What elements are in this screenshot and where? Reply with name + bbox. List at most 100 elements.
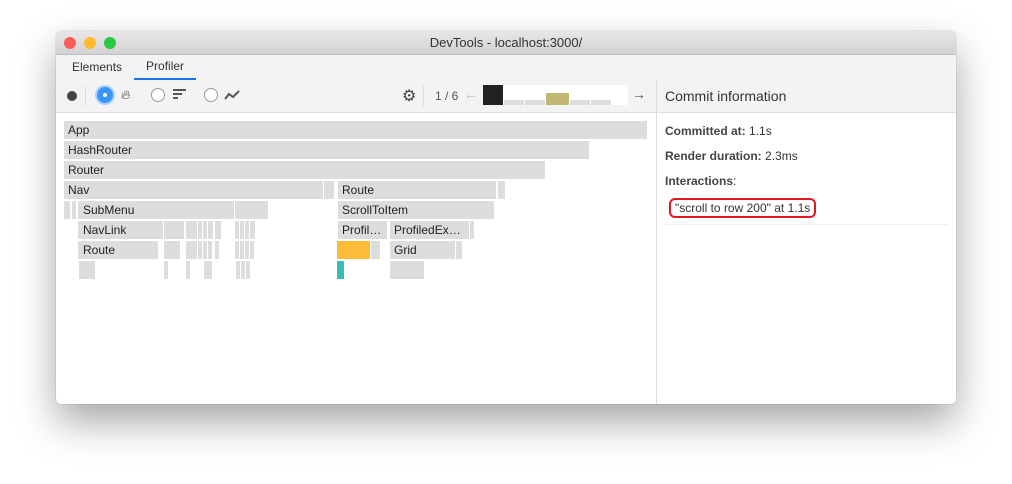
- flame-bar[interactable]: [470, 221, 474, 239]
- flame-bar[interactable]: [164, 221, 184, 239]
- flame-bar[interactable]: [198, 221, 202, 239]
- flame-bar[interactable]: [235, 241, 239, 259]
- flame-bar[interactable]: [393, 261, 397, 279]
- flame-bar[interactable]: [337, 261, 341, 279]
- interactions-chart-icon[interactable]: [224, 89, 240, 101]
- flame-bar[interactable]: [72, 201, 76, 219]
- interactions-radio[interactable]: [204, 88, 218, 102]
- flame-bar[interactable]: [164, 241, 180, 259]
- flame-bar[interactable]: [198, 241, 202, 259]
- flame-bar[interactable]: [208, 261, 212, 279]
- interaction-item[interactable]: "scroll to row 200" at 1.1s: [669, 198, 817, 218]
- flame-bar[interactable]: [420, 261, 424, 279]
- flame-bar[interactable]: [204, 261, 208, 279]
- minimize-button[interactable]: [84, 37, 96, 49]
- flame-bar-route[interactable]: Route: [338, 181, 496, 199]
- commit-bar[interactable]: [504, 100, 524, 105]
- flame-bar[interactable]: [501, 181, 505, 199]
- flame-bar[interactable]: [330, 181, 334, 199]
- flame-bar[interactable]: [404, 261, 408, 279]
- flame-bar[interactable]: [416, 261, 420, 279]
- flame-bar[interactable]: [241, 261, 245, 279]
- flame-bar[interactable]: [240, 221, 244, 239]
- flame-bar[interactable]: [203, 241, 207, 259]
- commit-bar[interactable]: [570, 100, 590, 105]
- flame-bar[interactable]: [215, 221, 221, 239]
- flame-graph: App HashRouter Router Nav Route SubMenu …: [56, 113, 656, 403]
- render-duration: Render duration: 2.3ms: [665, 149, 798, 163]
- flame-bar[interactable]: [79, 261, 95, 279]
- flame-bar[interactable]: [240, 241, 244, 259]
- flame-bar[interactable]: [390, 261, 394, 279]
- flame-bar[interactable]: [324, 181, 328, 199]
- flame-bar[interactable]: [215, 241, 219, 259]
- flame-bar[interactable]: [498, 181, 502, 199]
- divider: [85, 86, 86, 106]
- flame-bar[interactable]: [340, 261, 344, 279]
- flame-bar[interactable]: [245, 241, 249, 259]
- flame-bar[interactable]: [186, 261, 190, 279]
- flame-bar[interactable]: [186, 241, 197, 259]
- flame-bar[interactable]: [208, 241, 212, 259]
- flame-bar-profiledex[interactable]: ProfiledEx…: [390, 221, 469, 239]
- profiler-toolbar: 🔥︎ ⚙ 1 / 6 ← →: [56, 80, 656, 113]
- flame-bar[interactable]: [245, 221, 249, 239]
- gear-icon[interactable]: ⚙: [402, 88, 417, 105]
- flame-bar[interactable]: [250, 221, 255, 239]
- record-icon[interactable]: [67, 91, 77, 101]
- flame-chart-radio[interactable]: [97, 87, 113, 103]
- flame-bar-app[interactable]: App: [64, 121, 647, 139]
- flame-bar[interactable]: [250, 241, 254, 259]
- flame-bar[interactable]: [327, 181, 331, 199]
- flame-bar-router[interactable]: Router: [64, 161, 545, 179]
- flame-bar-nav[interactable]: Nav: [64, 181, 323, 199]
- ranked-chart-radio[interactable]: [151, 88, 165, 102]
- divider: [423, 86, 424, 106]
- committed-at: Committed at: 1.1s: [665, 124, 772, 138]
- flame-bar[interactable]: [235, 201, 268, 219]
- commit-selector[interactable]: [483, 85, 628, 105]
- flame-bar-hashrouter[interactable]: HashRouter: [64, 141, 589, 159]
- close-button[interactable]: [64, 37, 76, 49]
- flame-bar[interactable]: [246, 261, 250, 279]
- flame-bar[interactable]: [412, 261, 416, 279]
- flame-bar-highlighted[interactable]: [337, 241, 370, 259]
- flame-bar[interactable]: [456, 241, 462, 259]
- flame-chart-icon[interactable]: 🔥︎: [121, 87, 131, 102]
- flame-bar[interactable]: [235, 221, 239, 239]
- commit-info-panel: Commit information Committed at: 1.1s Re…: [657, 80, 956, 404]
- flame-bar[interactable]: [396, 261, 400, 279]
- flame-bar[interactable]: [64, 201, 70, 219]
- maximize-button[interactable]: [104, 37, 116, 49]
- tab-bar: Elements Profiler: [56, 55, 956, 81]
- commit-info-header: Commit information: [657, 80, 956, 113]
- flame-bar[interactable]: [400, 261, 404, 279]
- flame-bar-navlink[interactable]: NavLink: [78, 221, 163, 239]
- tab-elements[interactable]: Elements: [72, 60, 123, 74]
- flame-bar-grid[interactable]: Grid: [390, 241, 455, 259]
- flame-bar[interactable]: [371, 241, 380, 259]
- flame-bar-scrolltoitem[interactable]: ScrollToItem: [338, 201, 494, 219]
- flame-bar[interactable]: [186, 221, 197, 239]
- flame-bar-submenu[interactable]: SubMenu: [78, 201, 234, 219]
- commit-counter: 1 / 6: [435, 89, 459, 103]
- flame-bar-profil[interactable]: Profil…: [338, 221, 387, 239]
- title-bar: DevTools - localhost:3000/: [56, 31, 956, 55]
- flame-bar-route-2[interactable]: Route: [78, 241, 158, 259]
- arrow-left-icon[interactable]: ←: [464, 86, 478, 102]
- window-title: DevTools - localhost:3000/: [429, 35, 583, 50]
- flame-bar[interactable]: [203, 221, 207, 239]
- ranked-chart-icon[interactable]: [173, 89, 186, 101]
- devtools-window: DevTools - localhost:3000/ Elements Prof…: [56, 31, 956, 404]
- interactions-label: Interactions:: [665, 174, 737, 188]
- commit-bar[interactable]: [546, 93, 569, 105]
- commit-bar[interactable]: [525, 100, 545, 105]
- flame-bar[interactable]: [164, 261, 168, 279]
- flame-bar[interactable]: [236, 261, 240, 279]
- commit-bar[interactable]: [591, 100, 611, 105]
- tab-profiler[interactable]: Profiler: [134, 55, 197, 80]
- flame-bar[interactable]: [408, 261, 412, 279]
- flame-bar[interactable]: [208, 221, 213, 239]
- commit-bar[interactable]: [483, 85, 503, 105]
- arrow-right-icon[interactable]: →: [632, 86, 646, 102]
